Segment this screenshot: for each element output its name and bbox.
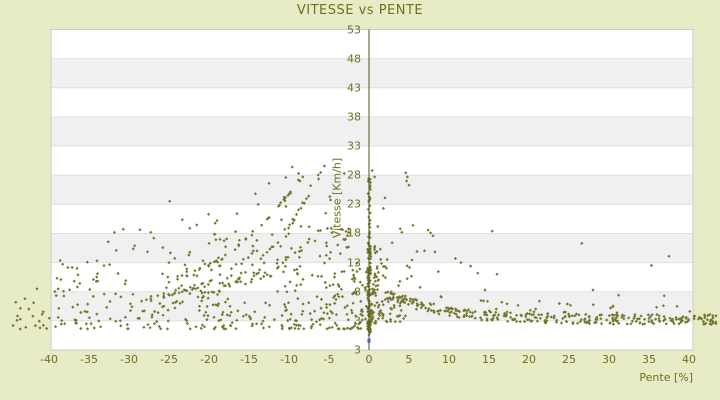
x-tick-label: -5 [323, 353, 335, 366]
y-tick-label: 53 [347, 23, 361, 36]
highlighted-point [367, 338, 371, 343]
x-tick-label: 20 [522, 353, 536, 366]
x-tick-label: -10 [280, 353, 298, 366]
x-tick-label: 5 [405, 353, 413, 366]
y-axis-min-label: 3 [354, 343, 361, 357]
y-tick-label: 23 [347, 197, 361, 211]
x-tick-label: -25 [160, 353, 178, 366]
y-tick-label: 28 [347, 168, 361, 182]
y-tick-label: 3 [354, 314, 361, 328]
x-tick-label: 15 [482, 353, 496, 366]
chart-title: VITESSE vs PENTE [296, 3, 424, 18]
x-tick-label: -15 [240, 353, 258, 366]
x-tick-label: -35 [80, 353, 98, 366]
x-tick-label: 40 [682, 353, 696, 366]
x-axis-label: Pente [%] [639, 371, 693, 384]
y-tick-label: 43 [347, 81, 361, 95]
x-tick-label: -40 [40, 353, 58, 366]
y-tick-label: 13 [347, 256, 361, 270]
y-tick-label: 38 [347, 110, 361, 124]
y-axis-label: Vitesse [Km/h] [330, 157, 344, 239]
x-tick-label: 10 [442, 353, 456, 366]
x-tick-label: -20 [200, 353, 218, 366]
y-tick-label: 48 [347, 52, 361, 66]
x-tick-label: 25 [562, 353, 576, 366]
x-tick-label: 0 [365, 353, 373, 366]
y-tick-label: 33 [347, 139, 361, 153]
y-tick-label: 8 [354, 285, 361, 299]
y-tick-label: 18 [347, 226, 361, 240]
x-tick-label: -30 [120, 353, 138, 366]
x-tick-label: 30 [602, 353, 616, 366]
x-tick-label: 35 [642, 353, 656, 366]
